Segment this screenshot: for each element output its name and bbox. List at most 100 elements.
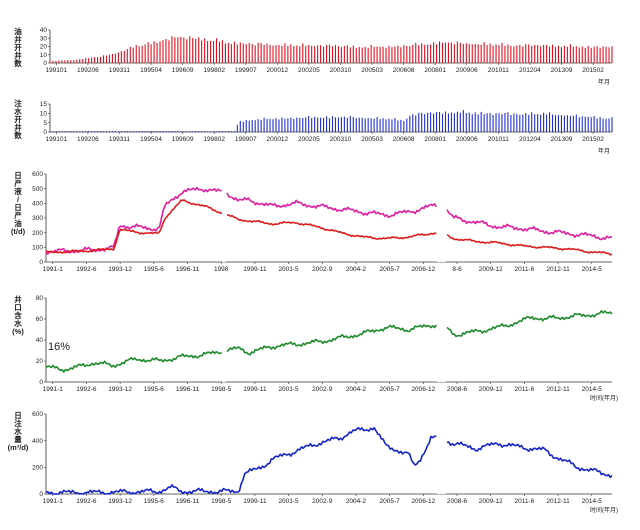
x-tick-label: 2009-12 [479, 498, 503, 505]
x-tick-label: 200906 [456, 136, 478, 143]
x-tick-label: 1999-11 [243, 498, 267, 505]
x-tick-label: 1999-11 [243, 386, 267, 393]
x-tick-label: 199101 [45, 136, 67, 143]
x-tick-label: 1996-11 [176, 498, 200, 505]
y-axis-label: / [17, 195, 20, 204]
x-tick-label: 2004-2 [346, 386, 367, 393]
x-tick-label: 200608 [393, 136, 415, 143]
x-tick-label: 1999-11 [243, 266, 267, 273]
x-tick-label: 199802 [203, 67, 225, 74]
y-tick-label: 200 [32, 465, 43, 472]
x-tick-label: 2014-5 [582, 266, 603, 273]
y-tick-label: 15 [40, 101, 48, 108]
x-tick-label: 1992-6 [76, 498, 97, 505]
series-line-1 [45, 186, 613, 255]
x-tick-label: 2014-5 [582, 498, 603, 505]
y-axis-label: 注 [14, 418, 22, 428]
x-tick-label: 2002-9 [312, 498, 333, 505]
y-axis-label: 水 [14, 106, 22, 116]
y-tick-label: 0 [43, 60, 47, 67]
y-axis-label: 数 [14, 130, 22, 140]
y-axis-label: 数 [14, 58, 22, 68]
y-tick-label: 600 [32, 171, 43, 178]
x-tick-label: 1998 [214, 266, 229, 273]
x-tick-label: 2005-7 [380, 498, 401, 505]
x-tick-label: 1995-6 [144, 386, 165, 393]
y-tick-label: 20 [40, 44, 48, 51]
x-tick-label: 200503 [361, 136, 383, 143]
y-axis-label: (m³/d) [8, 443, 29, 452]
x-tick-label: 200012 [266, 136, 288, 143]
x-tick-label: 2012-11 [546, 386, 570, 393]
x-tick-label: 200608 [393, 67, 415, 74]
panel-3: 0 100 200 300 400 500 600 1991-1 1992-6 1993-12 19… [11, 171, 613, 273]
y-tick-label: 10 [40, 52, 48, 59]
panel-5: 0 200 400 600 1991-1 1992-6 1993-12 1995-6 1996-… [8, 411, 618, 514]
x-tick-label: 1991-1 [43, 266, 64, 273]
x-tick-label: 201309 [551, 136, 573, 143]
y-axis-label: 产 [14, 178, 22, 188]
x-tick-label: 201204 [519, 67, 541, 74]
y-tick-label: 60 [36, 316, 44, 323]
y-tick-label: 30 [40, 35, 48, 42]
x-tick-label: 200801 [424, 136, 446, 143]
x-axis-unit-label: 年月 [598, 78, 610, 86]
panel-4: 0 20 40 60 80 1991-1 1992-6 1993-12 1995-6 1996-1… [12, 294, 618, 402]
y-tick-label: 5 [43, 120, 47, 127]
y-axis-label: 量 [14, 434, 22, 444]
x-tick-label: 199504 [140, 67, 162, 74]
axis-break [437, 296, 446, 382]
x-tick-label: 2001-5 [278, 266, 299, 273]
y-tick-label: 0 [39, 491, 43, 498]
axis-break [437, 412, 446, 494]
x-tick-label: 200012 [266, 67, 288, 74]
x-tick-label: 8-6 [452, 266, 462, 273]
series-line-1 [45, 310, 613, 373]
x-tick-label: 2009-12 [479, 386, 503, 393]
y-axis-label: 井 [14, 34, 22, 44]
y-tick-label: 400 [32, 201, 43, 208]
y-tick-label: 300 [32, 215, 43, 222]
x-tick-label: 2011-6 [515, 386, 535, 393]
x-tick-label: 201204 [519, 136, 541, 143]
x-tick-label: 2012-11 [546, 498, 570, 505]
x-tick-label: 2004-2 [346, 266, 367, 273]
y-axis-label: 开 [14, 115, 22, 124]
x-tick-label: 2002-9 [312, 386, 333, 393]
x-axis-unit-label: 时间(年月) [590, 506, 618, 514]
x-tick-label: 200205 [298, 67, 320, 74]
x-tick-label: 1992-6 [76, 386, 97, 393]
x-tick-label: 200310 [330, 67, 352, 74]
x-tick-label: 2009-12 [479, 266, 503, 273]
x-tick-label: 2008-6 [447, 386, 468, 393]
x-tick-label: 199101 [45, 67, 67, 74]
x-tick-label: 200801 [424, 67, 446, 74]
x-tick-label: 200906 [456, 67, 478, 74]
x-tick-label: 199609 [172, 67, 194, 74]
x-tick-label: 199311 [109, 136, 131, 143]
x-axis-unit-label: 时间(年月) [590, 394, 618, 402]
x-tick-label: 199311 [109, 67, 131, 74]
x-tick-label: 2006-12 [411, 498, 435, 505]
x-tick-label: 200205 [298, 136, 320, 143]
x-tick-label: 1993-12 [108, 386, 132, 393]
y-axis-label: 开 [14, 43, 22, 52]
x-tick-label: 2004-2 [346, 498, 367, 505]
x-tick-label: 2008-6 [447, 498, 468, 505]
x-tick-label: 201011 [488, 67, 510, 74]
y-tick-label: 80 [36, 295, 44, 302]
x-tick-label: 201502 [582, 136, 604, 143]
y-axis-label: 液 [14, 186, 22, 196]
y-axis-label: 产 [14, 210, 22, 220]
x-tick-label: 199206 [77, 67, 99, 74]
x-tick-label: 2011-6 [515, 498, 535, 505]
y-axis-label: 日 [14, 171, 22, 180]
x-tick-label: 201502 [582, 67, 604, 74]
series-line-2 [45, 199, 613, 256]
y-axis-label: 油 [14, 218, 22, 228]
y-tick-label: 600 [32, 411, 43, 418]
y-axis-label: (t/d) [11, 227, 26, 236]
y-axis-label: 井 [14, 294, 22, 304]
x-tick-label: 2005-7 [380, 266, 401, 273]
